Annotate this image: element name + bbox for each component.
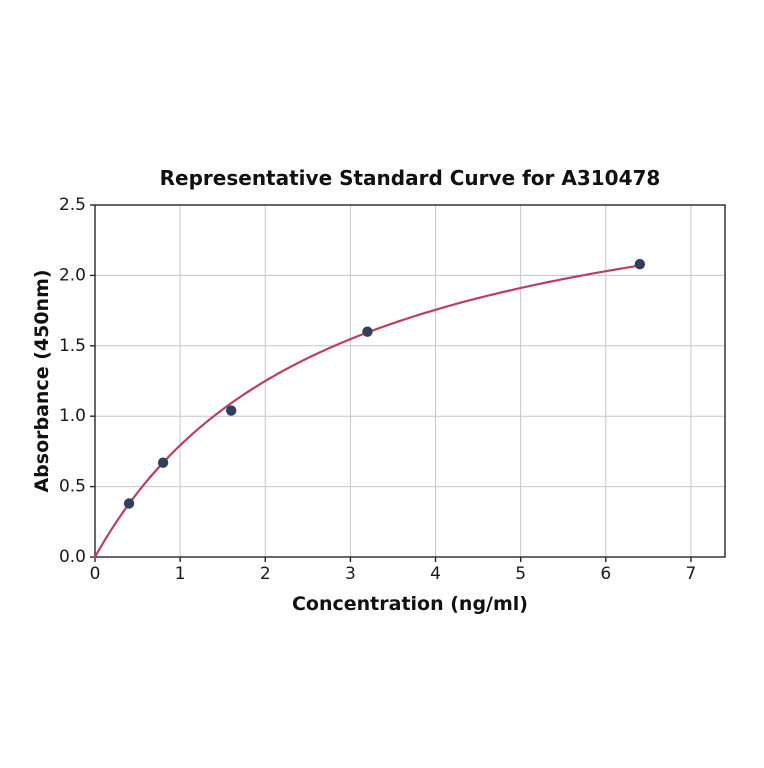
data-point <box>157 457 169 468</box>
x-axis-label: Concentration (ng/ml) <box>292 593 528 615</box>
data-point <box>634 258 646 270</box>
plot-border <box>94 204 726 558</box>
x-tick-label: 5 <box>515 564 526 584</box>
data-point <box>226 405 237 416</box>
series-layer <box>93 258 646 559</box>
fitted-curve <box>93 264 641 559</box>
x-tick-label: 2 <box>260 564 271 584</box>
x-tick-label: 7 <box>686 564 697 584</box>
x-tick-label: 0 <box>90 564 101 584</box>
y-tick-label: 1.5 <box>59 336 86 356</box>
y-tick-label: 0.5 <box>59 477 86 497</box>
y-tick-label: 2.0 <box>59 265 86 285</box>
x-tick-label: 6 <box>600 564 611 584</box>
grid-layer <box>94 204 725 558</box>
x-tick-label: 3 <box>345 564 356 584</box>
x-tick-label: 1 <box>175 564 186 584</box>
x-tick-label: 4 <box>430 564 441 584</box>
data-point <box>123 498 135 509</box>
data-point <box>362 326 373 337</box>
y-axis-label: Absorbance (450nm) <box>31 269 53 492</box>
y-tick-label: 0.0 <box>59 547 86 567</box>
ticks-layer: 0 1 2 3 4 5 6 7 0.0 0.5 1.0 1.5 2.0 2.5 <box>59 195 696 584</box>
y-tick-label: 2.5 <box>59 195 86 215</box>
chart-title: Representative Standard Curve for A31047… <box>160 166 661 190</box>
y-tick-label: 1.0 <box>59 406 86 426</box>
axes-spines-layer <box>94 204 726 558</box>
